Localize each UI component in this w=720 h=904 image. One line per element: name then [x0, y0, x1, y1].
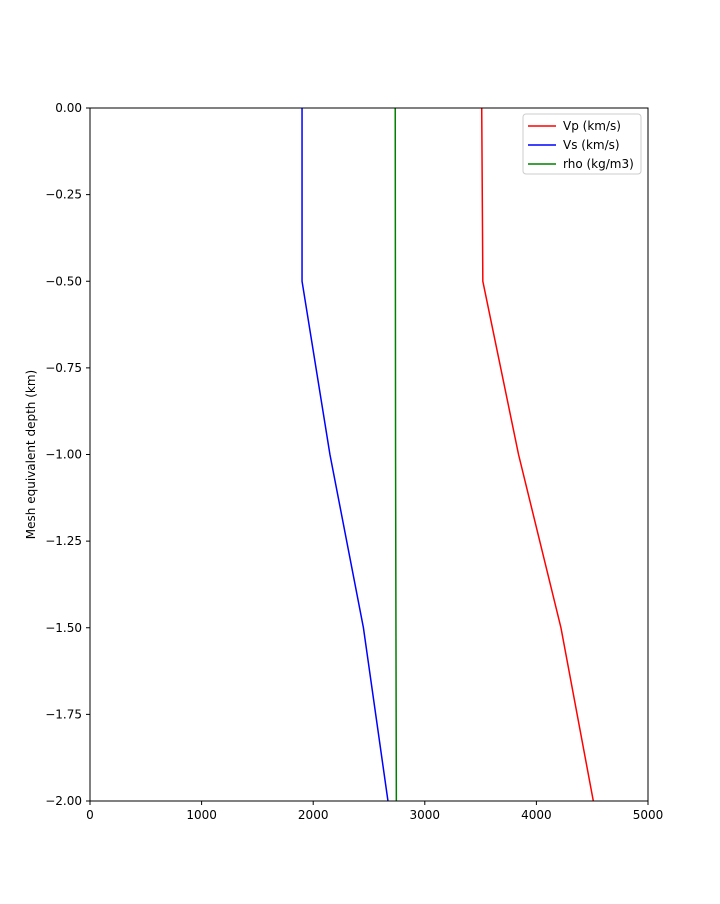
- plot-lines: [301, 107, 595, 802]
- legend-label: Vp (km/s): [563, 119, 621, 133]
- x-tick-label: 5000: [633, 808, 664, 822]
- y-tick-label: −1.25: [45, 534, 82, 548]
- y-tick-label: −0.50: [45, 274, 82, 288]
- legend: Vp (km/s) Vs (km/s) rho (kg/m3): [522, 113, 642, 175]
- y-axis: 0.00 −0.25 −0.50 −0.75 −1.00 −1.25 −1.50 −1.75 −…: [45, 101, 90, 808]
- y-tick-label: −1.75: [45, 707, 82, 721]
- y-axis-label: Mesh equivalent depth (km): [24, 370, 38, 539]
- x-tick-label: 3000: [410, 808, 441, 822]
- y-tick-label: −2.00: [45, 794, 82, 808]
- legend-label: rho (kg/m3): [563, 157, 634, 171]
- x-tick-label: 1000: [186, 808, 217, 822]
- x-tick-label: 4000: [521, 808, 552, 822]
- series-line-2: [301, 108, 389, 802]
- series-line-3: [394, 107, 398, 802]
- y-tick-label: −1.50: [45, 621, 82, 635]
- y-tick-label: 0.00: [55, 101, 82, 115]
- x-axis: 0 1000 2000 3000 4000 5000: [86, 801, 663, 822]
- y-tick-label: −1.00: [45, 448, 82, 462]
- x-tick-label: 0: [86, 808, 94, 822]
- y-tick-label: −0.25: [45, 188, 82, 202]
- y-tick-label: −0.75: [45, 361, 82, 375]
- x-tick-label: 2000: [298, 808, 329, 822]
- legend-box: [522, 113, 642, 175]
- legend-label: Vs (km/s): [563, 138, 620, 152]
- series-line-1: [480, 107, 595, 802]
